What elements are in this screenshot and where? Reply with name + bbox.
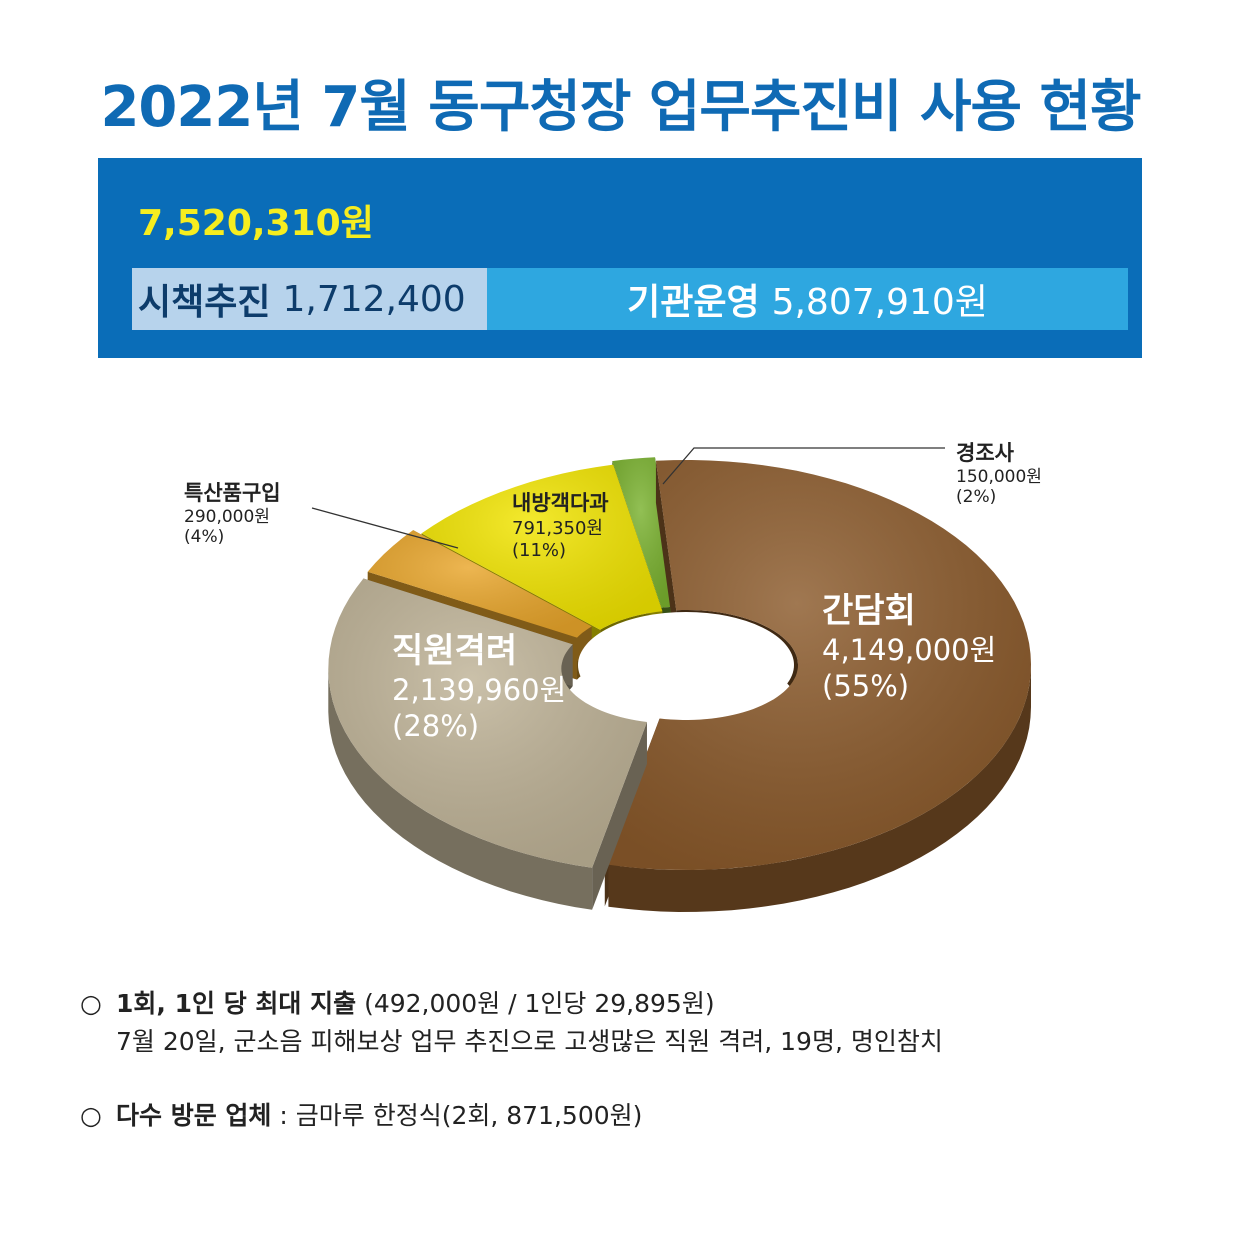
slice-간담회 (604, 460, 1031, 912)
note-2-detail: : 금마루 한정식(2회, 871,500원) (279, 1101, 643, 1130)
notes: ○ 1회, 1인 당 최대 지출 (492,000원 / 1인당 29,895원)… (80, 985, 1180, 1135)
label-직원격려: 직원격려 (392, 631, 517, 671)
pct-경조사: (2%) (956, 487, 996, 507)
ops-label: 기관운영 (627, 282, 760, 323)
label-특산품구입: 특산품구입 (184, 481, 281, 505)
note-1-detail: (492,000원 / 1인당 29,895원) (364, 989, 715, 1018)
value-경조사: 150,000원 (956, 467, 1042, 487)
pct-직원격려: (28%) (392, 709, 479, 743)
policy-label: 시책추진 (138, 282, 271, 323)
pct-간담회: (55%) (822, 669, 909, 703)
pct-특산품구입: (4%) (184, 527, 224, 547)
pct-내방객다과: (11%) (512, 540, 566, 561)
slice-end-wall (592, 722, 647, 910)
circle-bullet-icon: ○ (80, 989, 102, 1018)
note-1-title: 1회, 1인 당 최대 지출 (116, 989, 357, 1018)
ops-segment: 기관운영 5,807,910원 (487, 268, 1128, 330)
total-amount: 7,520,310원 (138, 203, 374, 244)
label-간담회: 간담회 (822, 591, 916, 631)
note-1-line2: 7월 20일, 군소음 피해보상 업무 추진으로 고생많은 직원 격려, 19명… (116, 1027, 943, 1056)
value-내방객다과: 791,350원 (512, 518, 603, 539)
label-경조사: 경조사 (956, 441, 1015, 465)
donut-hole (578, 612, 794, 718)
leader-line-souvenir (311, 507, 459, 549)
value-특산품구입: 290,000원 (184, 507, 270, 527)
policy-segment: 시책추진 1,712,400 (132, 268, 487, 330)
slice-outer-wall (328, 670, 593, 910)
label-내방객다과: 내방객다과 (512, 491, 609, 515)
circle-bullet-icon: ○ (80, 1101, 102, 1130)
value-간담회: 4,149,000원 (822, 633, 996, 667)
leader-line-condolence (662, 447, 945, 485)
summary-box: 7,520,310원 시책추진 1,712,400 기관운영 5,807,910… (98, 158, 1142, 358)
note-2-title: 다수 방문 업체 (116, 1101, 272, 1130)
ops-value: 5,807,910원 (771, 282, 988, 323)
page-title: 2022년 7월 동구청장 업무추진비 사용 현황 (100, 75, 1141, 140)
slice-end-wall (655, 460, 677, 653)
policy-value: 1,712,400 (282, 278, 466, 320)
slice-outer-wall (608, 665, 1031, 912)
note-item-2: ○ 다수 방문 업체 : 금마루 한정식(2회, 871,500원) (80, 1097, 1180, 1135)
note-item-1: ○ 1회, 1인 당 최대 지출 (492,000원 / 1인당 29,895원) (80, 985, 1180, 1023)
budget-split-bar: 시책추진 1,712,400 기관운영 5,807,910원 (132, 268, 1128, 330)
value-직원격려: 2,139,960원 (392, 673, 566, 707)
slice-직원격려 (328, 578, 647, 910)
